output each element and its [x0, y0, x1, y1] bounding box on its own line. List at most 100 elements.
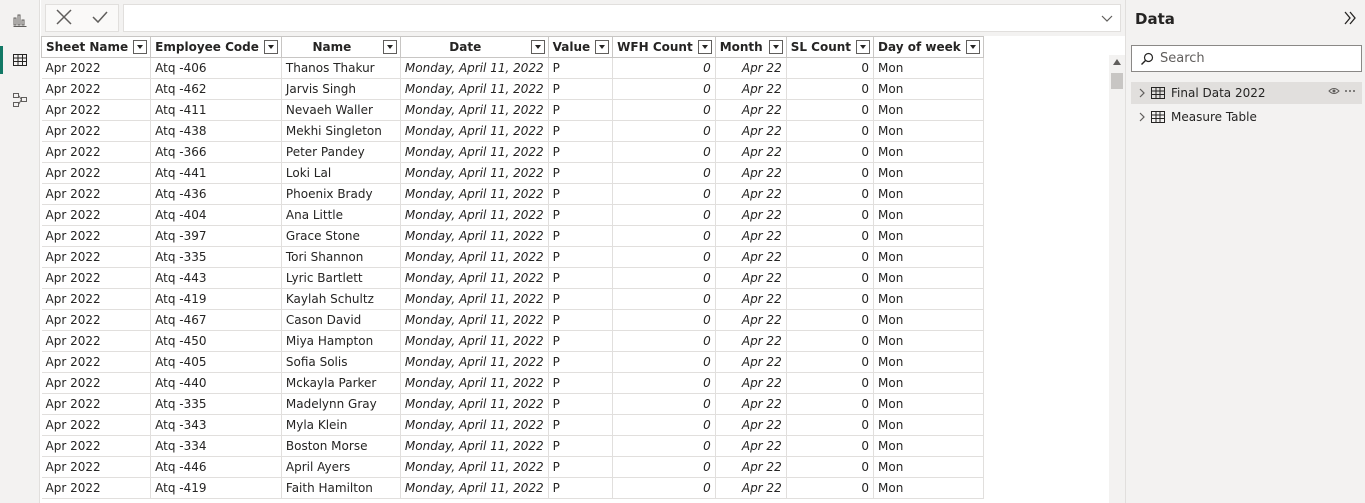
cell-value[interactable]: P — [548, 120, 614, 142]
cell-code[interactable]: Atq -441 — [150, 162, 282, 184]
cell-value[interactable]: P — [548, 330, 614, 352]
cell-month[interactable]: Apr 22 — [715, 330, 787, 352]
cell-dow[interactable]: Mon — [873, 57, 984, 79]
scroll-up-arrow-icon[interactable] — [1113, 59, 1121, 65]
cell-sl[interactable]: 0 — [786, 414, 875, 436]
formula-input[interactable] — [123, 4, 1121, 32]
table-row[interactable]: Apr 2022 Atq -404 Ana Little Monday, April … — [41, 204, 984, 226]
table-row[interactable]: Apr 2022 Atq -450 Miya Hampton Monday, Apri… — [41, 330, 984, 352]
cell-sheet[interactable]: Apr 2022 — [41, 435, 152, 457]
cell-name[interactable]: Grace Stone — [281, 225, 401, 247]
table-row[interactable]: Apr 2022 Atq -441 Loki Lal Monday, April 11… — [41, 162, 984, 184]
cell-value[interactable]: P — [548, 246, 614, 268]
filter-dropdown-icon[interactable] — [856, 40, 871, 54]
cell-dow[interactable]: Mon — [873, 78, 984, 100]
cell-wfh[interactable]: 0 — [612, 246, 716, 268]
cell-date[interactable]: Monday, April 11, 2022 — [400, 78, 549, 100]
table-row[interactable]: Apr 2022 Atq -397 Grace Stone Monday, April… — [41, 225, 984, 247]
cell-dow[interactable]: Mon — [873, 246, 984, 268]
collapse-pane-button[interactable] — [1343, 10, 1357, 29]
cell-dow[interactable]: Mon — [873, 435, 984, 457]
cell-code[interactable]: Atq -462 — [150, 78, 282, 100]
cell-sl[interactable]: 0 — [786, 183, 875, 205]
cell-date[interactable]: Monday, April 11, 2022 — [400, 162, 549, 184]
cancel-button[interactable] — [55, 8, 73, 29]
cell-code[interactable]: Atq -397 — [150, 225, 282, 247]
cell-wfh[interactable]: 0 — [612, 78, 716, 100]
cell-value[interactable]: P — [548, 99, 614, 121]
cell-code[interactable]: Atq -438 — [150, 120, 282, 142]
cell-sheet[interactable]: Apr 2022 — [41, 267, 152, 289]
cell-month[interactable]: Apr 22 — [715, 246, 787, 268]
cell-dow[interactable]: Mon — [873, 120, 984, 142]
cell-sl[interactable]: 0 — [786, 162, 875, 184]
cell-sheet[interactable]: Apr 2022 — [41, 204, 152, 226]
cell-name[interactable]: Tori Shannon — [281, 246, 401, 268]
table-row[interactable]: Apr 2022 Atq -419 Faith Hamilton Monday, Ap… — [41, 477, 984, 499]
cell-name[interactable]: Thanos Thakur — [281, 57, 401, 79]
tree-item-final-data-2022[interactable]: Final Data 2022 — [1131, 82, 1362, 104]
cell-month[interactable]: Apr 22 — [715, 456, 787, 478]
cell-date[interactable]: Monday, April 11, 2022 — [400, 246, 549, 268]
cell-code[interactable]: Atq -419 — [150, 477, 282, 499]
cell-wfh[interactable]: 0 — [612, 141, 716, 163]
cell-date[interactable]: Monday, April 11, 2022 — [400, 372, 549, 394]
cell-sheet[interactable]: Apr 2022 — [41, 414, 152, 436]
cell-date[interactable]: Monday, April 11, 2022 — [400, 309, 549, 331]
filter-dropdown-icon[interactable] — [382, 40, 397, 54]
cell-code[interactable]: Atq -443 — [150, 267, 282, 289]
scroll-thumb[interactable] — [1111, 73, 1123, 89]
cell-dow[interactable]: Mon — [873, 162, 984, 184]
cell-dow[interactable]: Mon — [873, 330, 984, 352]
cell-wfh[interactable]: 0 — [612, 456, 716, 478]
cell-sl[interactable]: 0 — [786, 246, 875, 268]
cell-name[interactable]: Peter Pandey — [281, 141, 401, 163]
cell-wfh[interactable]: 0 — [612, 162, 716, 184]
cell-name[interactable]: Madelynn Gray — [281, 393, 401, 415]
cell-name[interactable]: Miya Hampton — [281, 330, 401, 352]
eye-icon[interactable] — [1328, 86, 1340, 96]
cell-name[interactable]: Myla Klein — [281, 414, 401, 436]
cell-wfh[interactable]: 0 — [612, 204, 716, 226]
cell-name[interactable]: Nevaeh Waller — [281, 99, 401, 121]
cell-sheet[interactable]: Apr 2022 — [41, 57, 152, 79]
cell-dow[interactable]: Mon — [873, 393, 984, 415]
model-view-button[interactable] — [0, 82, 40, 118]
cell-code[interactable]: Atq -440 — [150, 372, 282, 394]
cell-dow[interactable]: Mon — [873, 309, 984, 331]
cell-sl[interactable]: 0 — [786, 225, 875, 247]
cell-date[interactable]: Monday, April 11, 2022 — [400, 393, 549, 415]
cell-month[interactable]: Apr 22 — [715, 393, 787, 415]
cell-name[interactable]: April Ayers — [281, 456, 401, 478]
cell-wfh[interactable]: 0 — [612, 477, 716, 499]
filter-dropdown-icon[interactable] — [965, 40, 980, 54]
expand-formula-button[interactable] — [1100, 12, 1114, 29]
table-row[interactable]: Apr 2022 Atq -419 Kaylah Schultz Monday, Ap… — [41, 288, 984, 310]
cell-value[interactable]: P — [548, 288, 614, 310]
cell-date[interactable]: Monday, April 11, 2022 — [400, 414, 549, 436]
table-row[interactable]: Apr 2022 Atq -334 Boston Morse Monday, Apri… — [41, 435, 984, 457]
cell-name[interactable]: Jarvis Singh — [281, 78, 401, 100]
cell-code[interactable]: Atq -343 — [150, 414, 282, 436]
cell-sheet[interactable]: Apr 2022 — [41, 120, 152, 142]
cell-sheet[interactable]: Apr 2022 — [41, 372, 152, 394]
table-row[interactable]: Apr 2022 Atq -335 Tori Shannon Monday, Apri… — [41, 246, 984, 268]
cell-sl[interactable]: 0 — [786, 330, 875, 352]
table-row[interactable]: Apr 2022 Atq -343 Myla Klein Monday, April … — [41, 414, 984, 436]
cell-value[interactable]: P — [548, 204, 614, 226]
cell-value[interactable]: P — [548, 162, 614, 184]
column-header-wfh[interactable]: WFH Count — [612, 36, 716, 58]
column-header-month[interactable]: Month — [714, 36, 787, 58]
table-row[interactable]: Apr 2022 Atq -411 Nevaeh Waller Monday, Apr… — [41, 99, 984, 121]
tree-item-measure-table[interactable]: Measure Table — [1131, 106, 1362, 128]
cell-value[interactable]: P — [548, 225, 614, 247]
cell-sheet[interactable]: Apr 2022 — [41, 393, 152, 415]
cell-wfh[interactable]: 0 — [612, 57, 716, 79]
cell-code[interactable]: Atq -411 — [150, 99, 282, 121]
cell-month[interactable]: Apr 22 — [715, 477, 787, 499]
cell-wfh[interactable]: 0 — [612, 351, 716, 373]
cell-sl[interactable]: 0 — [786, 435, 875, 457]
cell-code[interactable]: Atq -334 — [150, 435, 282, 457]
cell-name[interactable]: Sofia Solis — [281, 351, 401, 373]
table-row[interactable]: Apr 2022 Atq -462 Jarvis Singh Monday, Apri… — [41, 78, 984, 100]
